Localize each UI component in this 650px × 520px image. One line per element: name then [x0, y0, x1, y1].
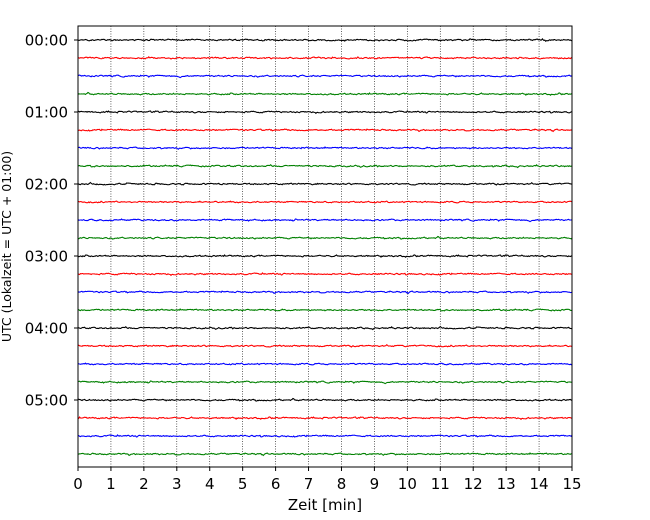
trace-line — [77, 434, 573, 438]
x-tick-label: 13 — [497, 475, 516, 493]
x-tick-label: 4 — [205, 475, 215, 493]
trace-line — [77, 290, 573, 295]
trace-line — [77, 91, 573, 97]
x-axis-ticks: 0 1 2 3 4 5 6 7 8 9 10 11 12 13 14 15 — [73, 467, 582, 493]
trace-line — [77, 397, 573, 402]
x-tick-label: 6 — [271, 475, 281, 493]
x-tick-label: 2 — [139, 475, 149, 493]
plot-frame — [77, 25, 573, 468]
x-tick-label: 3 — [172, 475, 182, 493]
trace-line — [77, 254, 573, 259]
y-tick-label: 00:00 — [25, 32, 68, 50]
x-tick-label: 7 — [304, 475, 314, 493]
x-tick-label: 5 — [238, 475, 248, 493]
x-tick-label: 1 — [106, 475, 116, 493]
x-tick-label: 14 — [530, 475, 549, 493]
trace-line — [77, 343, 573, 348]
minute-grid — [110, 26, 540, 467]
trace-line — [77, 200, 573, 204]
trace-line — [77, 128, 573, 133]
trace-line — [77, 235, 573, 240]
trace-line — [77, 181, 573, 186]
trace-line — [77, 55, 573, 60]
y-tick-label: 01:00 — [25, 104, 68, 122]
x-tick-label: 15 — [562, 475, 581, 493]
y-axis-ticks: 00:00 01:00 02:00 03:00 04:00 05:00 — [25, 32, 78, 410]
trace-line — [77, 308, 573, 312]
x-tick-label: 11 — [431, 475, 450, 493]
x-axis-label: Zeit [min] — [288, 496, 362, 514]
seismic-traces — [77, 38, 573, 457]
trace-line — [77, 416, 573, 421]
y-axis-label: UTC (Lokalzeit = UTC + 01:00) — [0, 151, 14, 342]
trace-line — [77, 163, 573, 169]
x-tick-label: 0 — [73, 475, 83, 493]
y-tick-label: 05:00 — [25, 392, 68, 410]
y-tick-label: 02:00 — [25, 176, 68, 194]
x-tick-label: 10 — [398, 475, 417, 493]
trace-line — [77, 380, 573, 385]
y-tick-label: 04:00 — [25, 320, 68, 338]
trace-line — [77, 110, 573, 115]
trace-line — [77, 452, 573, 457]
x-tick-label: 9 — [370, 475, 380, 493]
trace-line — [77, 362, 573, 366]
y-tick-label: 03:00 — [25, 248, 68, 266]
trace-line — [77, 325, 573, 331]
trace-line — [77, 146, 573, 150]
x-tick-label: 8 — [337, 475, 347, 493]
trace-line — [77, 218, 573, 223]
trace-line — [77, 272, 573, 277]
trace-line — [77, 74, 573, 79]
trace-line — [77, 38, 573, 42]
x-tick-label: 12 — [464, 475, 483, 493]
